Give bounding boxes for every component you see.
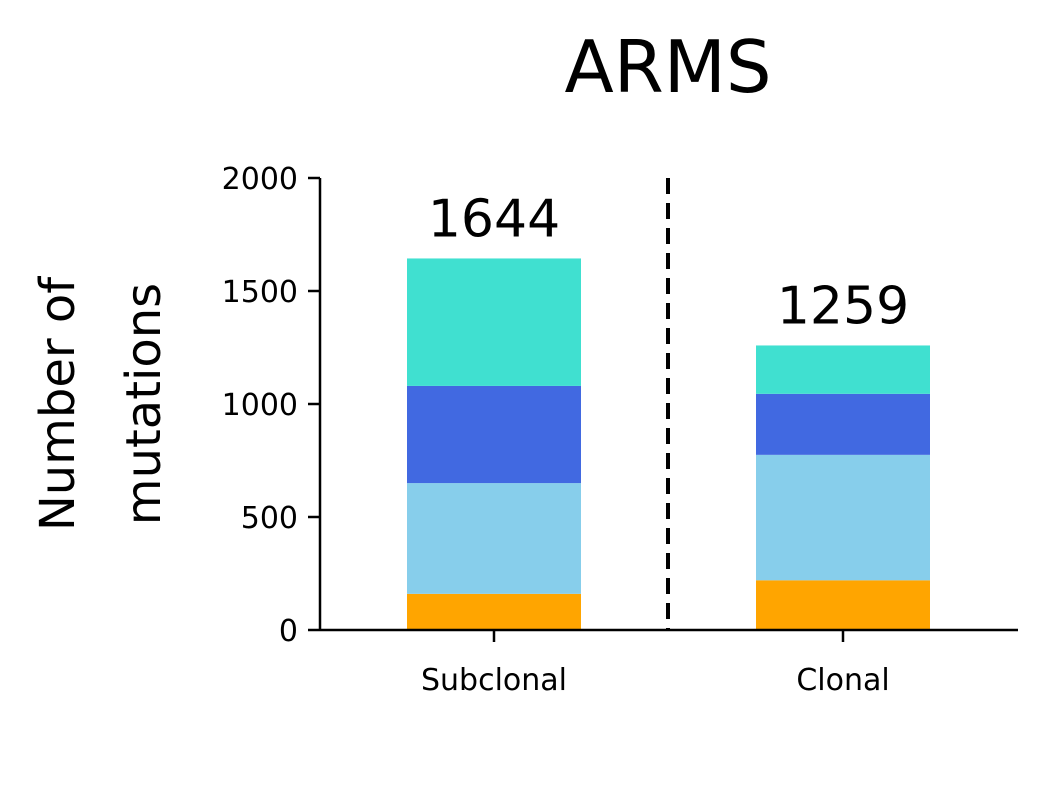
bar-total-label-subclonal: 1644 bbox=[428, 189, 560, 249]
bar-segment-clonal-2 bbox=[756, 454, 930, 581]
y-tick-label-1000: 1000 bbox=[222, 388, 298, 423]
bar-segment-subclonal-3 bbox=[407, 385, 581, 484]
bar-segment-subclonal-1 bbox=[407, 593, 581, 630]
bar-segment-clonal-3 bbox=[756, 393, 930, 455]
bar-segment-clonal-4 bbox=[756, 345, 930, 394]
y-tick-label-1500: 1500 bbox=[222, 275, 298, 310]
bar-segment-subclonal-2 bbox=[407, 483, 581, 594]
y-tick-label-2000: 2000 bbox=[222, 162, 298, 197]
y-axis-label-line-2: mutations bbox=[116, 283, 172, 525]
y-axis-label-line-1: Number of bbox=[30, 276, 86, 531]
chart-title: ARMS bbox=[564, 25, 771, 109]
plot-area: 1644 Subclonal 1259 Clonal 0 500 1000 1500 2000 bbox=[222, 162, 1018, 698]
x-tick-label-subclonal: Subclonal bbox=[421, 663, 567, 698]
x-tick-label-clonal: Clonal bbox=[796, 663, 889, 698]
bar-segment-clonal-1 bbox=[756, 580, 930, 630]
bar-total-label-clonal: 1259 bbox=[777, 276, 909, 336]
y-tick-label-0: 0 bbox=[279, 614, 298, 649]
y-tick-label-500: 500 bbox=[241, 501, 298, 536]
y-axis-label: Number of mutations bbox=[30, 276, 172, 531]
bar-segment-subclonal-4 bbox=[407, 258, 581, 386]
